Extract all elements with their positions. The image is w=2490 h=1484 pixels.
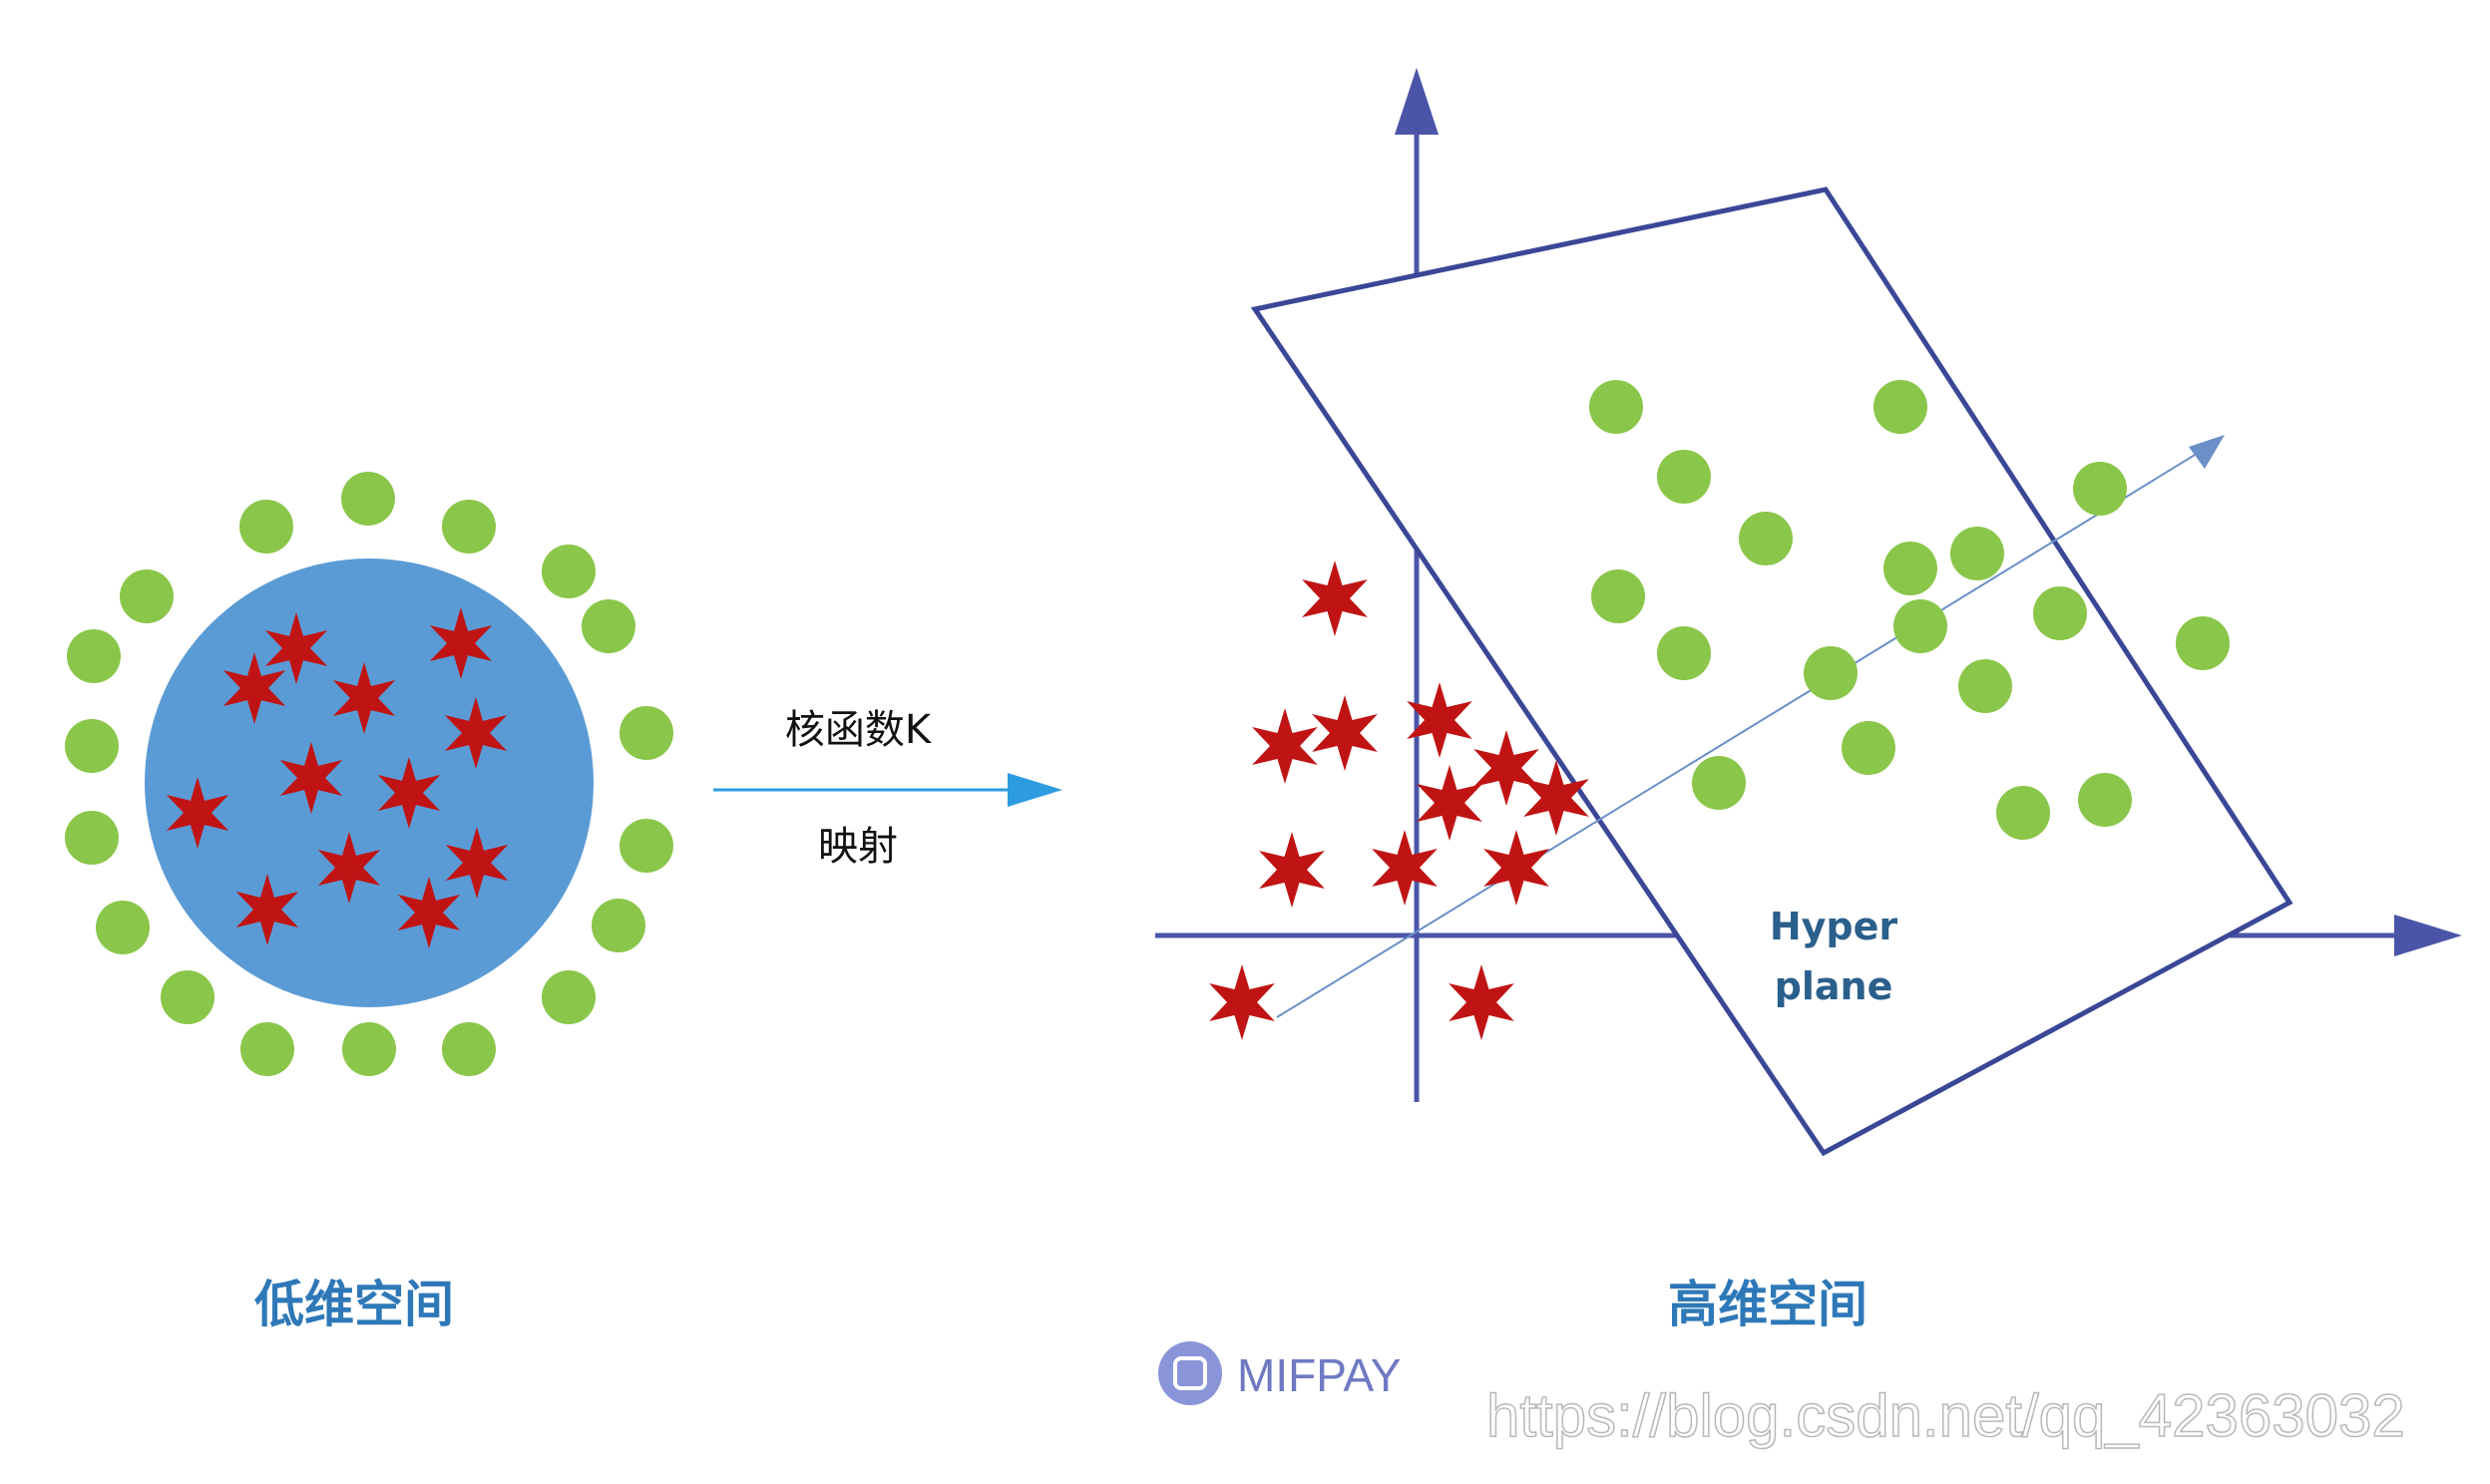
red-star — [332, 662, 396, 734]
red-star — [166, 777, 229, 849]
hyperplane-label-line2: plane — [1775, 964, 1893, 1008]
red-star — [429, 607, 493, 679]
red-star — [1259, 832, 1325, 908]
green-dot — [542, 545, 596, 598]
red-star — [397, 877, 461, 948]
green-dot — [442, 500, 496, 554]
green-dot — [1589, 380, 1643, 434]
red-star — [264, 612, 328, 684]
green-dot — [65, 719, 119, 773]
red-star — [1473, 730, 1539, 806]
green-dot — [65, 811, 119, 865]
green-dot — [161, 970, 214, 1024]
mifpay-brand-text: MIFPAY — [1237, 1349, 1401, 1401]
green-dot — [542, 970, 596, 1024]
green-dot — [1739, 512, 1793, 565]
x-axis-arrowhead — [2394, 915, 2462, 956]
red-star — [222, 652, 286, 724]
red-star — [1372, 830, 1438, 906]
low-dim-caption: 低维空间 — [254, 1276, 454, 1333]
green-dot — [240, 1022, 294, 1076]
green-dot — [341, 472, 395, 526]
green-dot — [1950, 527, 2004, 580]
green-dot — [1996, 786, 2050, 840]
red-star — [1449, 964, 1514, 1040]
green-dot — [592, 899, 645, 952]
green-dot — [2078, 773, 2132, 827]
high-dim-panel: Hyper plane — [1155, 68, 2462, 1157]
source-url-watermark: https://blog.csdn.net/qq_42363032 — [1486, 1382, 2405, 1449]
high-dim-caption: 高维空间 — [1668, 1276, 1868, 1333]
green-dot — [96, 901, 150, 954]
low-dim-panel — [65, 472, 673, 1076]
y-axis-arrowhead — [1395, 68, 1439, 135]
separated-class-stars — [1209, 560, 1589, 1040]
mifpay-watermark: MIFPAY — [1158, 1341, 1401, 1405]
green-dot — [442, 1022, 496, 1076]
red-star — [1312, 695, 1378, 771]
z-axis-line — [1276, 448, 2206, 1018]
green-dot — [1657, 450, 1711, 504]
green-dot — [1692, 756, 1746, 810]
green-dot — [1657, 626, 1711, 680]
green-dot — [1873, 380, 1927, 434]
kernel-function-label: 核函数K — [785, 707, 933, 753]
outer-class-dots — [65, 472, 673, 1076]
red-star — [1483, 830, 1549, 906]
green-dot — [620, 819, 673, 873]
red-star — [317, 832, 381, 904]
red-star — [1417, 765, 1482, 841]
mifpay-logo-icon — [1158, 1341, 1222, 1405]
separated-class-dots — [1589, 380, 2230, 840]
green-dot — [2033, 586, 2087, 640]
hyperplane — [1250, 186, 2293, 1157]
inner-class-region — [145, 558, 594, 1007]
red-star — [445, 827, 509, 899]
green-dot — [1893, 599, 1947, 653]
green-dot — [67, 629, 121, 683]
mapping-arrow-head — [1008, 773, 1062, 807]
green-dot — [1883, 542, 1937, 595]
red-star — [1209, 964, 1275, 1040]
red-star — [444, 697, 508, 769]
green-dot — [1804, 646, 1858, 700]
mapping-arrow-group: 核函数K 映射 — [713, 707, 1062, 870]
green-dot — [120, 569, 174, 623]
green-dot — [582, 599, 635, 653]
green-dot — [1958, 659, 2012, 713]
mapping-label: 映射 — [818, 824, 898, 870]
red-star — [1252, 708, 1318, 784]
red-star — [279, 742, 343, 814]
green-dot — [2073, 462, 2127, 516]
green-dot — [1842, 721, 1895, 775]
green-dot — [2176, 616, 2230, 670]
mifpay-logo-glyph — [1173, 1356, 1207, 1390]
red-star — [1302, 560, 1368, 636]
inner-class-stars — [166, 607, 509, 948]
green-dot — [1591, 569, 1645, 623]
green-dot — [239, 500, 293, 554]
red-star — [1407, 682, 1472, 758]
hyperplane-label-line1: Hyper — [1770, 905, 1898, 948]
red-star — [377, 757, 441, 829]
red-star — [235, 874, 299, 945]
z-axis-arrowhead — [2189, 435, 2225, 469]
red-star — [1523, 760, 1589, 836]
green-dot — [342, 1022, 396, 1076]
green-dot — [620, 706, 673, 760]
